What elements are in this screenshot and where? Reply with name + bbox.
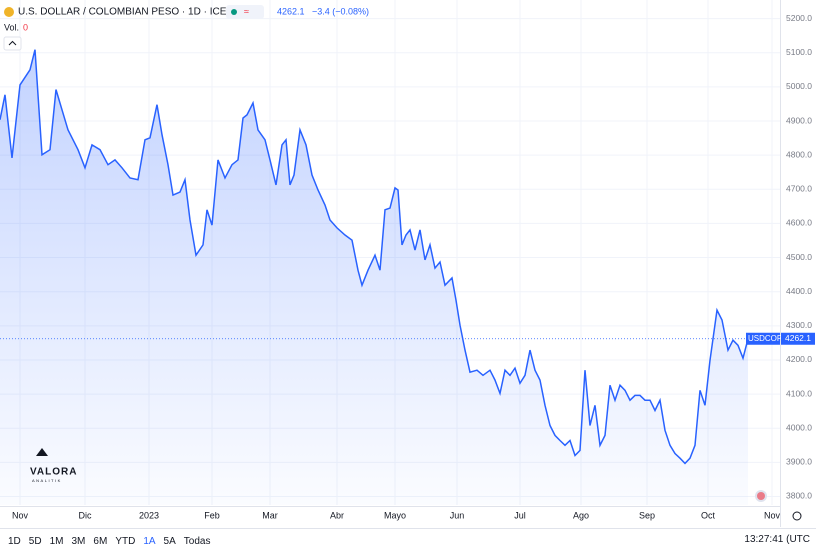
y-tick-label: 5200.0 — [786, 13, 812, 23]
price-change: −3.4 (−0.08%) — [312, 6, 369, 16]
last-price: 4262.1 — [277, 6, 305, 16]
range-button[interactable]: 3M — [71, 535, 86, 547]
range-button[interactable]: YTD — [115, 535, 136, 547]
y-tick-label: 4100.0 — [786, 388, 812, 398]
x-tick-label: Abr — [330, 510, 344, 520]
collapse-button[interactable] — [3, 36, 22, 51]
y-tick-label: 4200.0 — [786, 354, 812, 364]
y-tick-label: 4600.0 — [786, 218, 812, 228]
y-tick-label: 4500.0 — [786, 252, 812, 262]
x-tick-label: Jun — [450, 510, 465, 520]
price-tag-label: 4262.1 — [785, 333, 811, 343]
settings-icon[interactable] — [792, 511, 802, 521]
range-button[interactable]: 5D — [28, 535, 42, 547]
x-tick-label: 2023 — [139, 510, 159, 520]
clock: 13:27:41 (UTC — [744, 534, 810, 545]
delay-badge: ≈ — [244, 6, 249, 16]
x-tick-label: Jul — [514, 510, 526, 520]
y-tick-label: 4300.0 — [786, 320, 812, 330]
y-tick-label: 4400.0 — [786, 286, 812, 296]
area-fill — [0, 49, 748, 505]
x-tick-label: Feb — [204, 510, 220, 520]
volume-label: Vol. — [4, 22, 19, 32]
collapse-icon — [8, 40, 17, 46]
watermark-tagline: ANALITIK — [32, 478, 62, 483]
x-tick-label: Mar — [262, 510, 278, 520]
price-line — [0, 49, 749, 465]
x-tick-label: Mayo — [384, 510, 406, 520]
market-open-dot — [231, 9, 237, 15]
symbol-tag — [746, 332, 780, 345]
y-tick-label: 5100.0 — [786, 47, 812, 57]
y-tick-label: 4800.0 — [786, 149, 812, 159]
range-button[interactable]: 1D — [8, 535, 21, 547]
y-tick-label: 4700.0 — [786, 184, 812, 194]
y-tick-label: 3800.0 — [786, 491, 812, 501]
y-tick-label: 5000.0 — [786, 81, 812, 91]
y-tick-label: 4000.0 — [786, 422, 812, 432]
volume-value: 0 — [23, 22, 28, 32]
range-button[interactable]: 1M — [49, 535, 64, 547]
range-button[interactable]: Todas — [183, 535, 211, 547]
range-button[interactable]: 6M — [93, 535, 108, 547]
watermark-name: VALORA — [30, 467, 77, 478]
x-tick-label: Ago — [573, 510, 589, 520]
x-tick-label: Oct — [701, 510, 716, 520]
y-tick-label: 4900.0 — [786, 115, 812, 125]
status-badges — [226, 5, 264, 19]
chart: 3800.0 3900.0 4000.0 4100.0 4200.0 4300.0 4400… — [0, 0, 815, 527]
symbol-tag-label: USDCOP — [748, 334, 782, 343]
price-tag — [781, 332, 815, 345]
range-button[interactable]: 5A — [163, 535, 176, 547]
range-button[interactable]: 1A — [143, 535, 156, 547]
x-tick-label: Dic — [79, 510, 92, 520]
flag-icon-inner — [757, 492, 765, 500]
x-tick-label: Nov — [764, 510, 781, 520]
symbol-icon — [4, 7, 14, 17]
x-tick-label: Sep — [639, 510, 655, 520]
toolbar: 1D 5D 1M 3M 6M YTD 1A 5A Todas 13:27:41 (UTC — [0, 528, 816, 553]
chart-title: U.S. DOLLAR / COLOMBIAN PESO · 1D · ICE — [18, 7, 227, 18]
x-tick-label: Nov — [12, 510, 29, 520]
y-tick-label: 3900.0 — [786, 457, 812, 467]
logo-mark — [36, 448, 48, 456]
